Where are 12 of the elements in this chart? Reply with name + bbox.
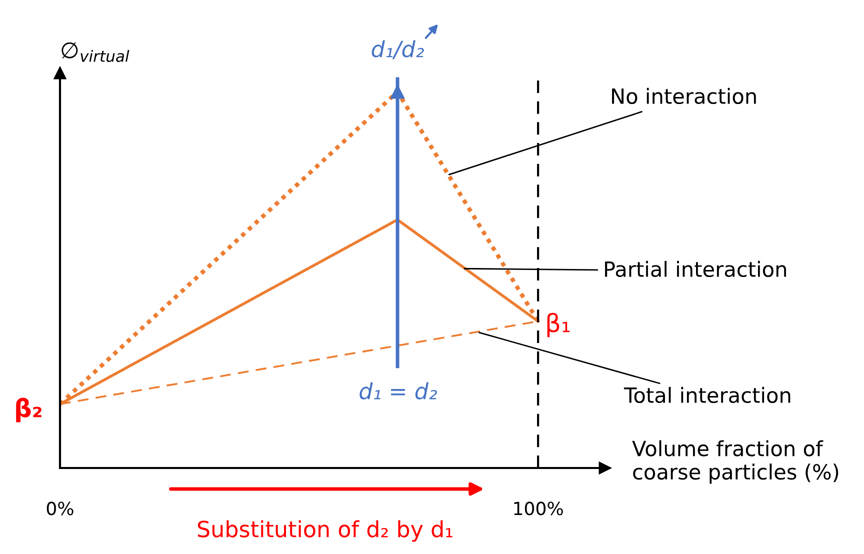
annotation: β₁ xyxy=(547,312,570,338)
annotation: No interaction xyxy=(612,88,756,104)
annotation: Partial interaction xyxy=(605,260,786,278)
annotation: d₁ = d₂ xyxy=(360,382,438,400)
y-axis-title: ∅$_{virtual}$ xyxy=(62,42,130,62)
x-tick-label: 100% xyxy=(514,502,563,516)
x-tick-label: 0% xyxy=(46,502,74,516)
annotation: β₂ xyxy=(16,398,42,422)
annotation: Total interaction xyxy=(624,386,790,404)
text: Substitution of d₂ by d₁ xyxy=(198,520,452,542)
ref-line-label: d₁/d₂ xyxy=(372,40,424,60)
x-axis-title: Volume fraction of coarse particles (%) xyxy=(632,440,838,484)
